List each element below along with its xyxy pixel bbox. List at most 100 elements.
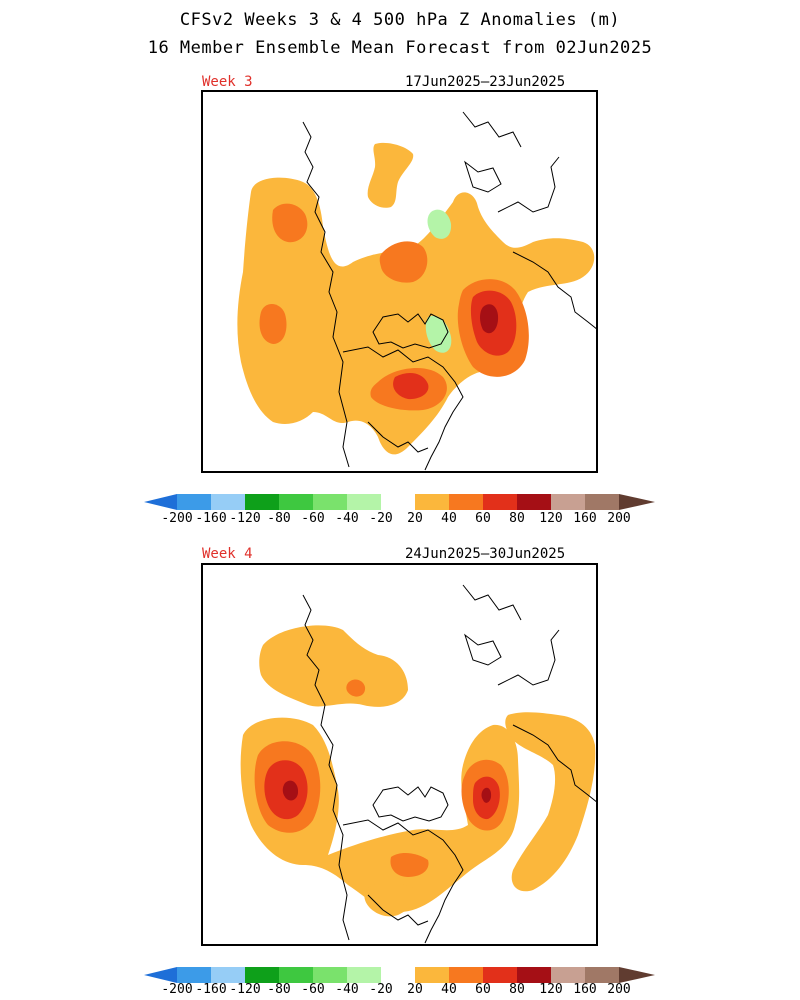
coastline: [367, 421, 429, 453]
colorbar-swatch: [483, 967, 517, 983]
colorbar-swatch: [211, 494, 245, 510]
colorbar-tick-label: -200: [161, 982, 193, 997]
colorbar-tick-label: 200: [607, 982, 631, 997]
colorbar-swatch: [415, 494, 449, 510]
colorbar-swatch: [211, 967, 245, 983]
coastline: [462, 584, 522, 621]
anomaly-region: [259, 625, 408, 707]
colorbar-tick-label: -160: [195, 511, 227, 526]
colorbar-tick-label: -200: [161, 511, 193, 526]
coastline: [342, 346, 464, 471]
colorbar-swatch: [347, 494, 381, 510]
colorbar-tick-label: -60: [301, 511, 325, 526]
coastline: [462, 111, 522, 148]
coastline: [464, 160, 502, 193]
coastline: [497, 156, 560, 213]
colorbar-arrow-high: [619, 967, 655, 983]
week4-colorbar: [144, 967, 655, 983]
anomaly-region: [427, 209, 452, 239]
colorbar-tick-label: 200: [607, 511, 631, 526]
week4-map: [201, 563, 598, 946]
colorbar-tick-label: 40: [441, 982, 457, 997]
anomaly-region: [364, 882, 419, 917]
colorbar-swatch: [381, 967, 415, 983]
colorbar-swatch: [585, 967, 619, 983]
colorbar-tick-label: 80: [509, 982, 525, 997]
colorbar-tick-label: -40: [335, 511, 359, 526]
anomaly-region: [505, 712, 596, 892]
colorbar-swatch: [517, 967, 551, 983]
colorbar-swatch: [245, 494, 279, 510]
coastline: [497, 629, 560, 686]
colorbar-tick-label: 160: [573, 511, 597, 526]
colorbar-arrow-high: [619, 494, 655, 510]
colorbar-swatch: [449, 967, 483, 983]
coastline: [367, 894, 429, 926]
week4-label: Week 4: [202, 546, 253, 562]
anomaly-region: [481, 787, 492, 803]
chart-title: CFSv2 Weeks 3 & 4 500 hPa Z Anomalies (m…: [179, 10, 621, 30]
colorbar-tick-label: -20: [369, 511, 393, 526]
coastline: [512, 251, 596, 330]
colorbar-tick-label: -60: [301, 982, 325, 997]
colorbar-swatch: [245, 967, 279, 983]
colorbar-swatch: [381, 494, 415, 510]
coastlines: [302, 584, 596, 944]
anomaly-region: [480, 304, 499, 334]
week3-label: Week 3: [202, 74, 253, 90]
colorbar-tick-label: -20: [369, 982, 393, 997]
colorbar-tick-label: -120: [229, 511, 261, 526]
colorbar-swatch: [177, 967, 211, 983]
anomaly-region: [390, 853, 429, 877]
colorbar-tick-label: 60: [475, 511, 491, 526]
coastline: [342, 819, 464, 944]
coastline: [464, 633, 502, 666]
colorbar-tick-label: -40: [335, 982, 359, 997]
anomaly-shading: [240, 625, 596, 917]
anomaly-region: [272, 203, 308, 243]
colorbar-swatch: [313, 967, 347, 983]
coastline: [372, 313, 449, 349]
colorbar-tick-label: 80: [509, 511, 525, 526]
anomaly-region: [379, 241, 428, 283]
coastline: [302, 121, 350, 468]
colorbar-tick-label: -160: [195, 982, 227, 997]
colorbar-tick-label: 160: [573, 982, 597, 997]
colorbar-tick-label: 120: [539, 982, 563, 997]
week4-anomaly-map: [240, 584, 596, 944]
colorbar-arrow-low: [144, 494, 177, 510]
colorbar-tick-label: 40: [441, 511, 457, 526]
week3-map: [201, 90, 598, 473]
colorbar-swatch: [517, 494, 551, 510]
colorbar-swatch: [347, 967, 381, 983]
colorbar-tick-label: 20: [407, 511, 423, 526]
colorbar-tick-label: -120: [229, 982, 261, 997]
week4-date-range: 24Jun2025–30Jun2025: [405, 546, 566, 562]
colorbar-swatch: [279, 967, 313, 983]
colorbar-swatch: [483, 494, 517, 510]
coastline: [512, 724, 596, 803]
colorbar-swatch: [551, 967, 585, 983]
coastlines: [302, 111, 596, 471]
colorbar-swatch: [313, 494, 347, 510]
colorbar-tick-label: 120: [539, 511, 563, 526]
anomaly-shading: [237, 142, 595, 455]
anomaly-region: [282, 780, 299, 801]
colorbar-tick-label: -80: [267, 982, 291, 997]
week3-colorbar: [144, 494, 655, 510]
colorbar-swatch: [551, 494, 585, 510]
colorbar-arrow-low: [144, 967, 177, 983]
week3-date-range: 17Jun2025–23Jun2025: [405, 74, 566, 90]
colorbar-swatch: [585, 494, 619, 510]
anomaly-region: [393, 372, 429, 400]
colorbar-tick-label: 20: [407, 982, 423, 997]
colorbar-swatch: [415, 967, 449, 983]
colorbar-tick-label: 60: [475, 982, 491, 997]
anomaly-region: [259, 303, 287, 344]
anomaly-region: [367, 142, 414, 208]
colorbar-swatch: [449, 494, 483, 510]
coastline: [302, 594, 350, 941]
colorbar-tick-label: -80: [267, 511, 291, 526]
coastline: [372, 786, 449, 822]
week3-anomaly-map: [237, 111, 596, 471]
